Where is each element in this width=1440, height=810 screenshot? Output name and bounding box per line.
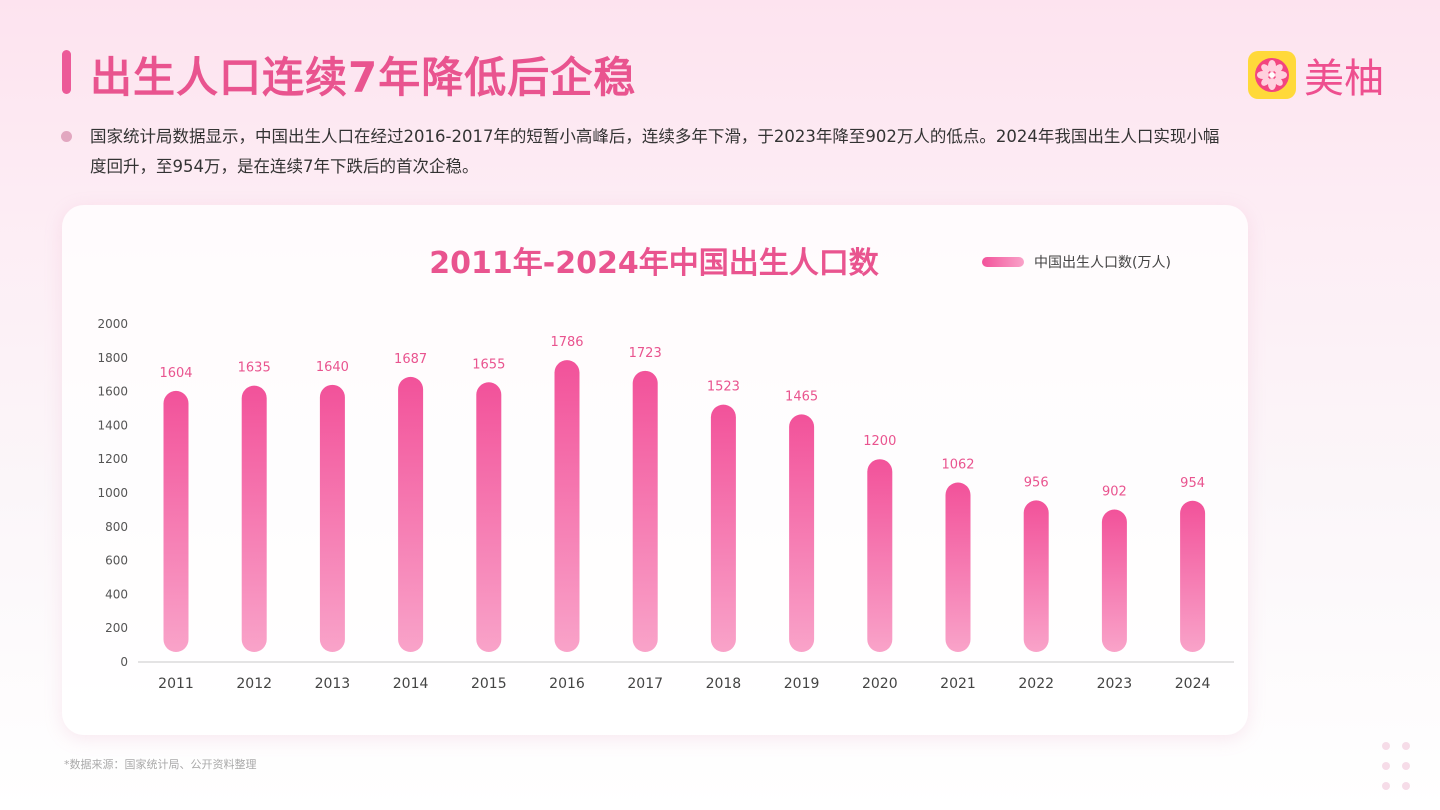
data-label: 1604 [159,366,192,381]
legend-swatch [982,257,1024,267]
bar [1023,500,1049,652]
bar [398,376,424,652]
y-tick-label: 1800 [97,351,128,365]
data-label: 902 [1102,485,1127,500]
data-label: 1635 [238,361,271,376]
y-tick-label: 600 [105,554,128,568]
x-tick-label: 2020 [862,676,898,692]
x-tick-label: 2023 [1097,676,1133,692]
y-tick-label: 1000 [97,486,128,500]
data-label: 1200 [863,434,896,449]
title-accent-bar [62,50,71,94]
data-label: 1687 [394,352,427,367]
bars: 1604 1635 1640 1687 1655 1786 1723 1523 1465 1200… [159,335,1206,652]
x-tick-label: 2011 [158,676,194,692]
data-label: 1523 [707,380,740,395]
y-tick-label: 400 [105,587,128,601]
bar [163,390,189,652]
x-tick-label: 2012 [236,676,272,692]
y-tick-label: 1600 [97,385,128,399]
chart-card: 2011年-2024年中国出生人口数 中国出生人口数(万人) 0 200 400 60… [62,205,1248,735]
bar [476,382,502,652]
bar [945,482,971,652]
data-label: 1062 [941,458,974,473]
bar [789,414,815,652]
data-label: 1655 [472,357,505,372]
bar [554,360,580,652]
grapefruit-slice-icon [1248,51,1296,99]
decorative-dots [1382,742,1410,790]
bar [241,385,267,652]
data-label: 1786 [550,335,583,350]
x-tick-label: 2014 [393,676,429,692]
y-axis: 0 200 400 600 800 1000 1200 1400 1600 1800 2000 [97,317,128,669]
y-tick-label: 2000 [97,317,128,331]
bar [1101,509,1127,652]
bar [319,384,345,652]
x-tick-label: 2016 [549,676,585,692]
chart-title: 2011年-2024年中国出生人口数 [429,246,879,281]
x-tick-label: 2019 [784,676,820,692]
data-label: 954 [1180,476,1205,491]
chart-legend: 中国出生人口数(万人) [982,255,1171,271]
data-label: 956 [1024,475,1049,490]
data-label: 1465 [785,389,818,404]
x-tick-label: 2024 [1175,676,1211,692]
bar [710,404,736,652]
description-text: 国家统计局数据显示，中国出生人口在经过2016-2017年的短暂小高峰后，连续多… [90,127,1220,176]
data-label: 1723 [629,346,662,361]
x-axis: 2011 2012 2013 2014 2015 2016 2017 2018 2019 2020… [158,676,1210,692]
x-tick-label: 2018 [706,676,742,692]
data-label: 1640 [316,360,349,375]
brand-logo[interactable]: 美柚 [1248,46,1384,104]
bar-chart: 2011年-2024年中国出生人口数 中国出生人口数(万人) 0 200 400 60… [97,246,1234,692]
y-tick-label: 1400 [97,418,128,432]
brand-name: 美柚 [1304,56,1384,102]
page-title: 出生人口连续7年降低后企稳 [90,53,637,102]
x-tick-label: 2013 [315,676,351,692]
bar [867,459,893,652]
y-tick-label: 0 [120,655,128,669]
x-tick-label: 2022 [1018,676,1054,692]
bullet-dot [61,131,72,142]
bar [1180,500,1206,652]
y-tick-label: 800 [105,520,128,534]
x-tick-label: 2021 [940,676,976,692]
y-tick-label: 200 [105,621,128,635]
bar [632,370,658,652]
x-tick-label: 2017 [627,676,663,692]
x-tick-label: 2015 [471,676,507,692]
source-note: *数据来源：国家统计局、公开资料整理 [64,758,257,771]
legend-label: 中国出生人口数(万人) [1034,255,1171,271]
y-tick-label: 1200 [97,452,128,466]
